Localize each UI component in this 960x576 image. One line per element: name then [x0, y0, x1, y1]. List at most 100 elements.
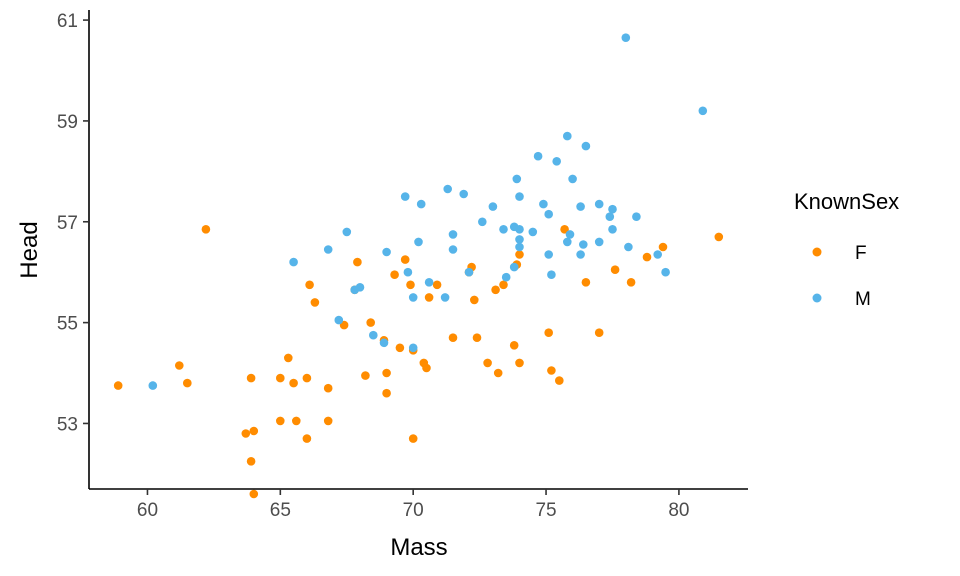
data-point-m: [576, 202, 585, 211]
data-point-f: [395, 343, 405, 353]
data-point-f: [470, 295, 479, 305]
data-point-f: [276, 416, 285, 426]
x-tick-label: 65: [270, 500, 291, 521]
y-ticks: 53 55 57 59 61: [57, 11, 89, 435]
data-point-f: [323, 383, 333, 393]
legend-label-f: F: [855, 243, 867, 264]
data-point-f: [594, 328, 604, 338]
data-point-m: [594, 199, 604, 209]
data-point-m: [408, 343, 418, 353]
data-point-f: [382, 368, 391, 378]
axes-layer: [88, 10, 748, 490]
data-point-f: [183, 378, 192, 388]
data-point-m: [552, 157, 561, 166]
data-point-m: [448, 245, 458, 254]
data-point-f: [424, 293, 434, 302]
data-point-m: [608, 204, 617, 214]
data-point-f: [201, 225, 211, 234]
y-tick-label: 53: [57, 414, 78, 435]
data-point-f: [406, 280, 415, 290]
data-point-m: [698, 106, 708, 116]
data-point-f: [448, 333, 458, 343]
y-tick-label: 59: [57, 112, 78, 133]
data-point-m: [478, 217, 487, 227]
data-point-f: [382, 388, 391, 398]
data-point-m: [515, 242, 524, 252]
data-point-f: [284, 353, 293, 363]
data-point-m: [624, 242, 633, 252]
x-axis-title: Mass: [390, 534, 447, 561]
x-tick-label: 60: [137, 500, 158, 521]
data-point-f: [361, 371, 370, 380]
data-point-m: [512, 174, 522, 184]
data-point-f: [400, 255, 410, 264]
data-point-f: [246, 373, 256, 383]
legend-key-m: [812, 293, 822, 303]
data-point-m: [547, 270, 556, 280]
data-point-m: [355, 283, 365, 292]
y-tick-label: 57: [57, 213, 78, 234]
data-point-m: [334, 315, 344, 325]
data-point-f: [509, 341, 519, 350]
legend-key-f: [812, 247, 822, 257]
data-point-m: [579, 240, 588, 249]
data-point-m: [148, 381, 158, 390]
data-point-m: [416, 199, 426, 209]
data-point-m: [379, 338, 389, 348]
data-point-m: [501, 272, 511, 282]
data-point-m: [448, 230, 458, 239]
points-layer: [113, 33, 724, 499]
y-axis-title: Head: [16, 221, 43, 278]
data-point-m: [459, 189, 469, 199]
data-point-f: [289, 378, 298, 388]
data-point-m: [443, 184, 453, 194]
data-point-m: [515, 192, 524, 201]
legend: KnownSex F M: [794, 189, 899, 310]
data-point-f: [241, 429, 251, 438]
data-point-m: [342, 227, 352, 237]
data-point-f: [353, 257, 362, 267]
data-point-f: [547, 366, 556, 375]
data-point-f: [472, 333, 482, 343]
y-tick-label: 55: [57, 314, 78, 335]
data-point-m: [464, 267, 474, 277]
data-point-m: [544, 209, 553, 219]
data-point-m: [565, 230, 575, 239]
data-point-f: [610, 265, 620, 275]
data-point-m: [576, 250, 585, 259]
data-point-f: [323, 416, 333, 426]
data-point-m: [563, 131, 572, 141]
data-point-f: [246, 457, 256, 466]
data-point-m: [440, 293, 450, 302]
data-point-m: [632, 212, 641, 221]
data-point-f: [555, 376, 564, 385]
data-point-m: [528, 227, 538, 237]
y-tick-label: 61: [57, 11, 78, 32]
data-point-f: [249, 426, 259, 436]
data-point-m: [382, 247, 391, 257]
data-point-f: [432, 280, 442, 290]
data-point-m: [539, 199, 548, 209]
data-point-m: [605, 212, 615, 221]
legend-title: KnownSex: [794, 189, 899, 214]
data-point-m: [509, 262, 519, 272]
data-point-f: [626, 278, 636, 287]
data-point-m: [403, 267, 413, 277]
x-tick-label: 80: [668, 500, 689, 521]
data-point-f: [658, 242, 668, 252]
data-point-m: [515, 235, 524, 244]
data-point-f: [113, 381, 123, 390]
data-point-m: [369, 330, 378, 340]
data-point-m: [563, 237, 572, 247]
data-point-m: [568, 174, 577, 184]
data-point-f: [305, 280, 314, 290]
data-point-f: [175, 361, 184, 370]
data-point-m: [424, 278, 434, 287]
data-point-m: [488, 202, 498, 211]
data-point-f: [560, 225, 569, 234]
x-ticks: 60 65 70 75 80: [137, 489, 689, 521]
data-point-m: [499, 225, 508, 234]
data-point-f: [390, 270, 399, 280]
data-point-f: [493, 368, 503, 378]
